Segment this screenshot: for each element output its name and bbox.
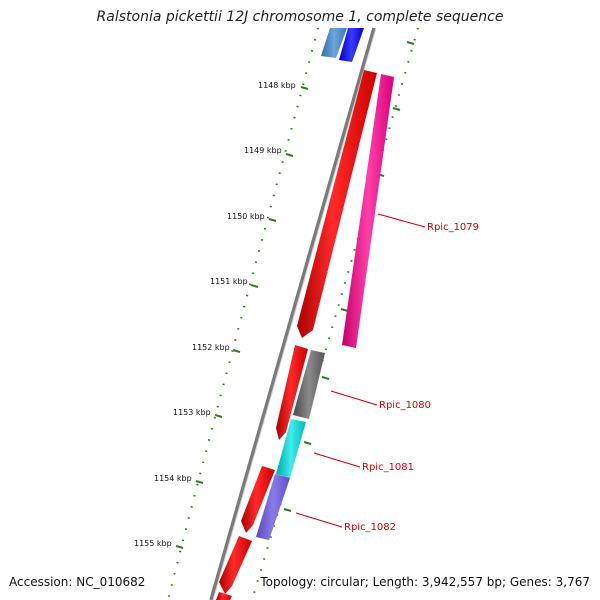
tick-label-1150: 1150 kbp [227, 212, 265, 221]
gene-red-5 [216, 592, 232, 600]
accession-text: Accession: NC_010682 [9, 575, 146, 589]
tick-label-1149: 1149 kbp [244, 146, 282, 155]
tick-label-1148: 1148 kbp [258, 81, 296, 90]
tick-label-1155: 1155 kbp [134, 539, 172, 548]
tick-1153 [214, 414, 223, 418]
gene-red-3 [241, 466, 275, 533]
label-leaders [295, 213, 426, 528]
gene-red-1 [297, 70, 377, 338]
map-title: Ralstonia pickettii 12J chromosome 1, co… [96, 9, 504, 25]
chromosome-backbone [209, 27, 376, 600]
genome-stats-text: Topology: circular; Length: 3,942,557 bp… [260, 575, 590, 589]
major-ticks [175, 86, 309, 549]
tick-1155 [175, 545, 184, 549]
gene-label-rpic-1082: Rpic_1082 [344, 522, 396, 533]
tick-1151 [250, 284, 259, 288]
gene-label-rpic-1079: Rpic_1079 [427, 222, 479, 233]
tick-1150 [268, 218, 277, 222]
gene-red-2 [276, 345, 308, 440]
gene-top-blue [339, 28, 364, 62]
tick-1149 [285, 153, 294, 157]
tick-1148 [300, 86, 309, 90]
tick-label-1153: 1153 kbp [173, 408, 211, 417]
tick-label-1152: 1152 kbp [192, 343, 230, 352]
chromosome-backbone-highlight [212, 27, 377, 600]
gene-rpic-1079 [342, 74, 394, 348]
inner-ruler [167, 27, 319, 600]
gene-label-rpic-1080: Rpic_1080 [379, 400, 431, 411]
tick-label-1154: 1154 kbp [154, 474, 192, 483]
tick-label-1151: 1151 kbp [210, 277, 248, 286]
gene-rpic-1082 [256, 474, 290, 540]
tick-1154 [195, 480, 204, 484]
gene-label-rpic-1081: Rpic_1081 [362, 462, 414, 473]
gene-top-steel [321, 28, 347, 58]
gene-rpic-1081 [276, 419, 306, 478]
tick-1152 [232, 349, 241, 353]
gene-rpic-1080 [293, 350, 325, 419]
gene-red-4 [219, 536, 252, 594]
